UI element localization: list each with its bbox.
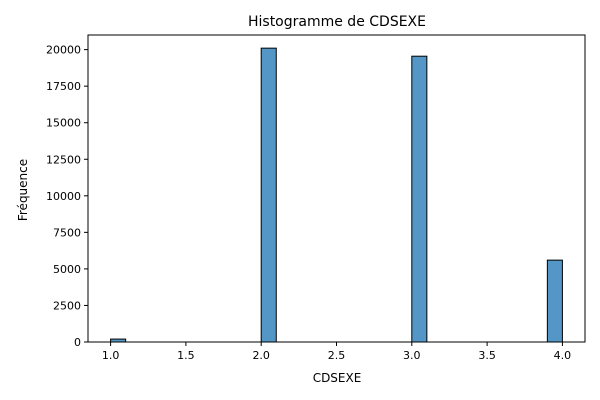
x-tick-label: 2.0 [252,349,270,362]
x-tick-label: 3.5 [478,349,496,362]
histogram-bar [260,47,277,343]
y-tick-label: 7500 [53,226,81,239]
x-tick-label: 1.5 [177,349,195,362]
x-tick-label: 3.0 [403,349,421,362]
histogram-bar [411,55,428,343]
y-tick-label: 10000 [46,190,81,203]
y-tick-label: 12500 [46,153,81,166]
y-tick-label: 20000 [46,44,81,57]
y-tick-label: 0 [74,336,81,349]
x-tick-label: 2.5 [328,349,346,362]
y-tick-label: 15000 [46,117,81,130]
plot-area: 1.0 1.5 2.0 2.5 3.0 3.5 4.0 0 2500 5000 7500 10000 1… [46,34,586,362]
chart-title: Histogramme de CDSEXE [248,14,426,30]
plot-frame [87,34,586,343]
y-tick-label: 5000 [53,263,81,276]
x-axis-label: CDSEXE [313,371,362,385]
x-tick-label: 1.0 [102,349,120,362]
histogram-bar [546,259,563,343]
y-tick-label: 17500 [46,80,81,93]
y-axis-label: Fréquence [16,159,30,221]
x-tick-label: 4.0 [554,349,572,362]
y-tick-label: 2500 [53,299,81,312]
